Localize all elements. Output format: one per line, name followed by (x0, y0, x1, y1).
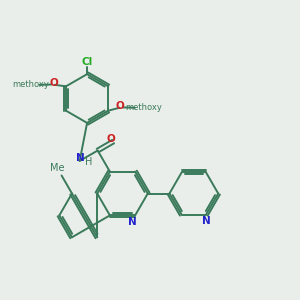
Text: methoxy: methoxy (125, 103, 162, 112)
Text: O: O (116, 101, 124, 111)
Text: O: O (106, 134, 115, 144)
Text: Cl: Cl (82, 57, 93, 67)
Text: methoxy: methoxy (13, 80, 50, 89)
Text: H: H (85, 157, 93, 166)
Text: N: N (128, 217, 137, 227)
Text: Me: Me (50, 163, 65, 173)
Text: N: N (202, 216, 210, 226)
Text: N: N (76, 153, 85, 163)
Text: O: O (50, 78, 58, 88)
